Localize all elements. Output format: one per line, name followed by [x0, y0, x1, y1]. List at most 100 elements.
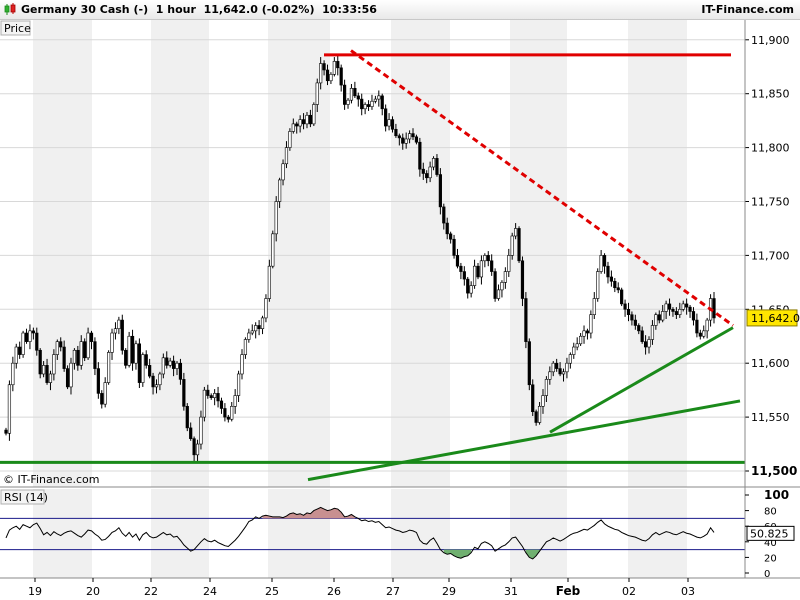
candle-body: [647, 339, 651, 348]
candle-body: [288, 131, 292, 148]
candle-body: [380, 95, 384, 110]
x-tick-label: 27: [386, 585, 400, 598]
candle-body: [353, 88, 357, 97]
candle-body: [544, 379, 549, 396]
candle-body: [373, 98, 377, 102]
price-y-tick-label: 11,700: [751, 249, 790, 262]
quote-time: 10:33:56: [322, 3, 377, 16]
candle-body: [527, 341, 531, 386]
candle-body: [404, 138, 408, 144]
resistance-trend-line: [350, 49, 734, 327]
candle-body: [671, 308, 675, 312]
price-y-tick-label: 11,800: [751, 142, 790, 155]
candle-body: [219, 400, 224, 409]
support-line: [307, 399, 741, 482]
candle-body: [336, 61, 340, 69]
candle-body: [514, 228, 518, 237]
candle-body: [103, 382, 107, 405]
candle-body: [120, 319, 124, 351]
candle-body: [476, 265, 480, 278]
candle-body: [507, 255, 511, 272]
candle-body: [21, 332, 25, 355]
candle-body: [69, 362, 73, 388]
candle-body: [284, 147, 289, 165]
candle-body: [124, 349, 128, 366]
candle-body: [89, 332, 94, 342]
chart-canvas: 11,90011,85011,80011,75011,70011,65011,6…: [0, 20, 800, 598]
price-y-tick-label: 11,900: [751, 34, 790, 47]
candle-body: [390, 119, 395, 130]
candle-body: [674, 311, 678, 315]
candle-body: [387, 119, 391, 127]
rsi-y-tick-label: 80: [764, 507, 777, 518]
candle-body: [274, 201, 278, 235]
candle-body: [705, 319, 709, 332]
candle-body: [137, 343, 141, 383]
candle-body: [455, 255, 460, 267]
candle-body: [363, 104, 367, 110]
x-tick-label: 20: [86, 585, 100, 598]
rsi-panel-title: RSI (14): [4, 491, 48, 504]
candle-body: [466, 278, 470, 294]
candle-body: [510, 235, 514, 256]
candle-body: [616, 287, 620, 291]
candle-body: [452, 238, 456, 256]
candle-body: [48, 373, 53, 383]
candle-body: [445, 222, 449, 235]
candle-body: [582, 330, 586, 337]
candle-body: [250, 330, 254, 334]
candle-body: [65, 368, 70, 388]
candle-body: [96, 368, 100, 394]
candle-body: [14, 346, 18, 364]
candle-body: [637, 325, 641, 332]
candle-body: [301, 119, 306, 125]
candle-body: [168, 360, 172, 366]
candle-body: [312, 104, 316, 125]
candle-body: [681, 303, 685, 310]
x-tick-label: 02: [622, 585, 636, 598]
candle-body: [442, 206, 446, 224]
rsi-day-band: [510, 489, 567, 578]
candle-body: [130, 335, 135, 364]
candle-body: [462, 271, 466, 280]
candle-body: [384, 108, 388, 127]
candle-body: [524, 298, 528, 342]
candle-body: [38, 349, 42, 375]
candle-body: [517, 228, 521, 262]
candle-body: [264, 298, 268, 319]
price-y-tick-label: 11,750: [751, 196, 790, 209]
candle-body: [254, 325, 258, 332]
price-day-band: [628, 20, 687, 487]
candle-body: [11, 362, 15, 386]
candle-body: [24, 332, 29, 342]
candle-body: [278, 179, 282, 202]
chart-header: Germany 30 Cash (-) 1 hour 11,642.0 (-0.…: [0, 0, 800, 20]
price-y-tick-label: 11,550: [751, 411, 790, 424]
x-tick-label: 31: [504, 585, 518, 598]
copyright-label: © IT-Finance.com: [3, 473, 100, 486]
candle-body: [688, 306, 692, 312]
candle-body: [685, 303, 689, 308]
candle-body: [585, 330, 590, 334]
candle-body: [7, 384, 12, 434]
candle-body: [171, 360, 176, 369]
candle-body: [555, 362, 559, 369]
candle-body: [308, 114, 313, 125]
candle-body: [178, 362, 183, 380]
candle-body: [298, 119, 302, 127]
candle-body: [151, 375, 155, 388]
candle-body: [626, 308, 631, 315]
candle-body: [534, 411, 538, 423]
candle-body: [223, 408, 227, 418]
candle-body: [500, 282, 504, 291]
candle-body: [148, 365, 152, 377]
candle-body: [561, 371, 566, 375]
candle-body: [113, 328, 118, 334]
candle-body: [596, 271, 600, 299]
candle-body: [592, 298, 596, 315]
candle-body: [182, 379, 186, 407]
candle-body: [83, 341, 87, 359]
candle-body: [599, 255, 603, 272]
candle-body: [411, 133, 415, 138]
candle-body: [483, 255, 487, 262]
